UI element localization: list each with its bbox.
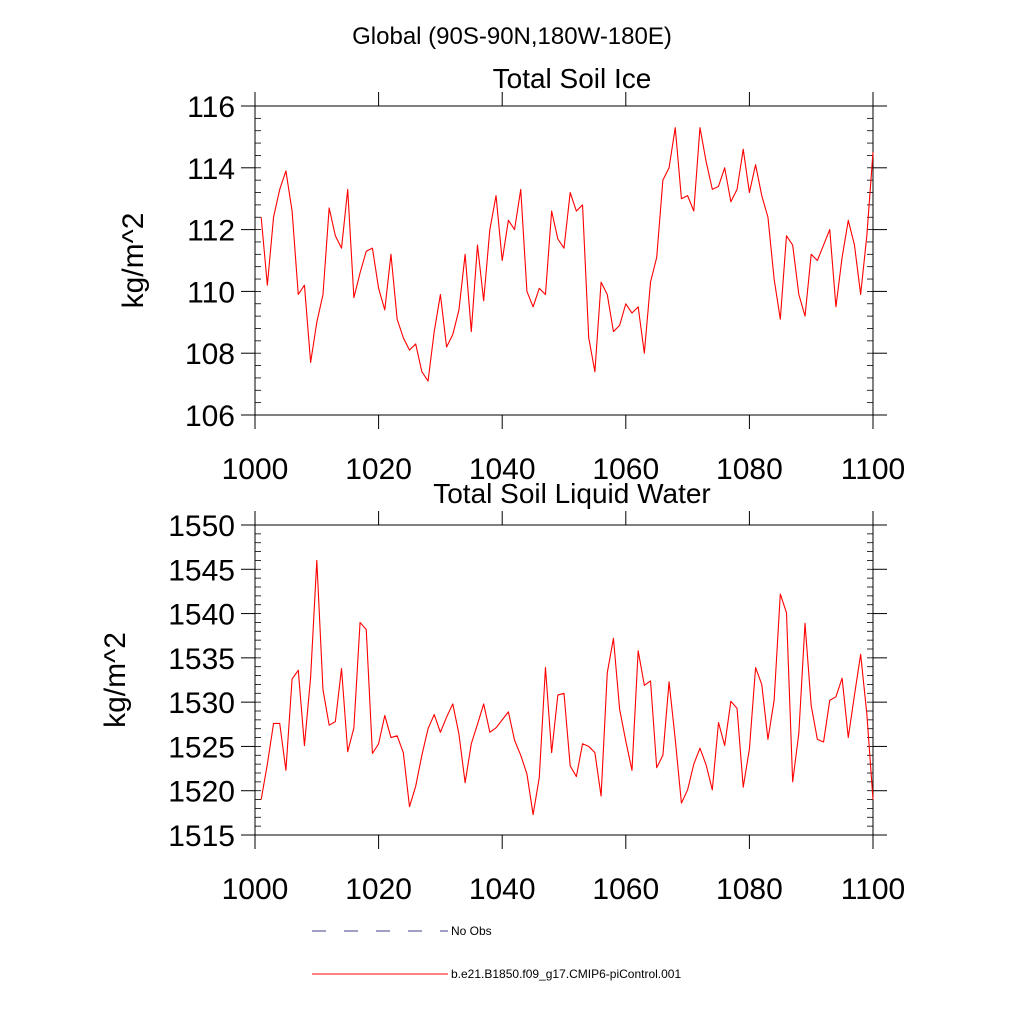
y-tick-label: 1530 — [168, 687, 235, 720]
y-tick-label: 1525 — [168, 731, 235, 764]
y-tick-label: 1535 — [168, 643, 235, 676]
y-tick-label: 112 — [187, 215, 235, 248]
figure-suptitle: Global (90S-90N,180W-180E) — [352, 23, 672, 50]
x-tick-label: 1000 — [222, 873, 289, 906]
y-tick-label: 1520 — [168, 776, 235, 809]
y-tick-label: 1550 — [168, 510, 235, 543]
x-tick-label: 1080 — [716, 453, 783, 486]
x-tick-label: 1100 — [841, 873, 906, 906]
x-tick-label: 1020 — [345, 873, 412, 906]
y-axis-label: kg/m^2 — [117, 213, 150, 309]
legend: No Obs b.e21.B1850.f09_g17.CMIP6-piContr… — [312, 924, 681, 981]
y-tick-label: 110 — [187, 276, 235, 309]
x-tick-label: 1100 — [841, 453, 906, 486]
y-tick-label: 116 — [187, 91, 235, 124]
x-tick-label: 1040 — [469, 873, 536, 906]
y-tick-label: 1545 — [168, 554, 235, 587]
panel-title: Total Soil Ice — [493, 63, 652, 94]
y-tick-label: 114 — [187, 153, 235, 186]
x-tick-label: 1000 — [222, 453, 289, 486]
series-line — [260, 127, 874, 382]
soil-liquid-water-panel: Total Soil Liquid Water kg/m^2 1515 1520 152… — [99, 478, 905, 906]
y-tick-label: 1515 — [168, 820, 235, 853]
y-tick-label: 106 — [185, 400, 235, 433]
soil-ice-panel: Total Soil Ice kg/m^2 106 108 110 112 114 116 10… — [117, 63, 905, 486]
plot-frame — [254, 105, 874, 416]
legend-model-label: b.e21.B1850.f09_g17.CMIP6-piControl.001 — [451, 967, 681, 981]
x-tick-label: 1080 — [716, 873, 783, 906]
legend-no-obs-label: No Obs — [451, 924, 492, 938]
x-tick-label: 1020 — [345, 453, 412, 486]
y-tick-label: 108 — [185, 338, 235, 371]
series-line — [260, 559, 874, 816]
x-tick-label: 1040 — [469, 453, 536, 486]
panel-title: Total Soil Liquid Water — [433, 478, 711, 509]
x-tick-label: 1060 — [592, 453, 659, 486]
y-axis-label: kg/m^2 — [99, 632, 132, 728]
x-tick-label: 1060 — [592, 873, 659, 906]
plot-frame — [254, 524, 874, 836]
y-tick-label: 1540 — [168, 599, 235, 632]
